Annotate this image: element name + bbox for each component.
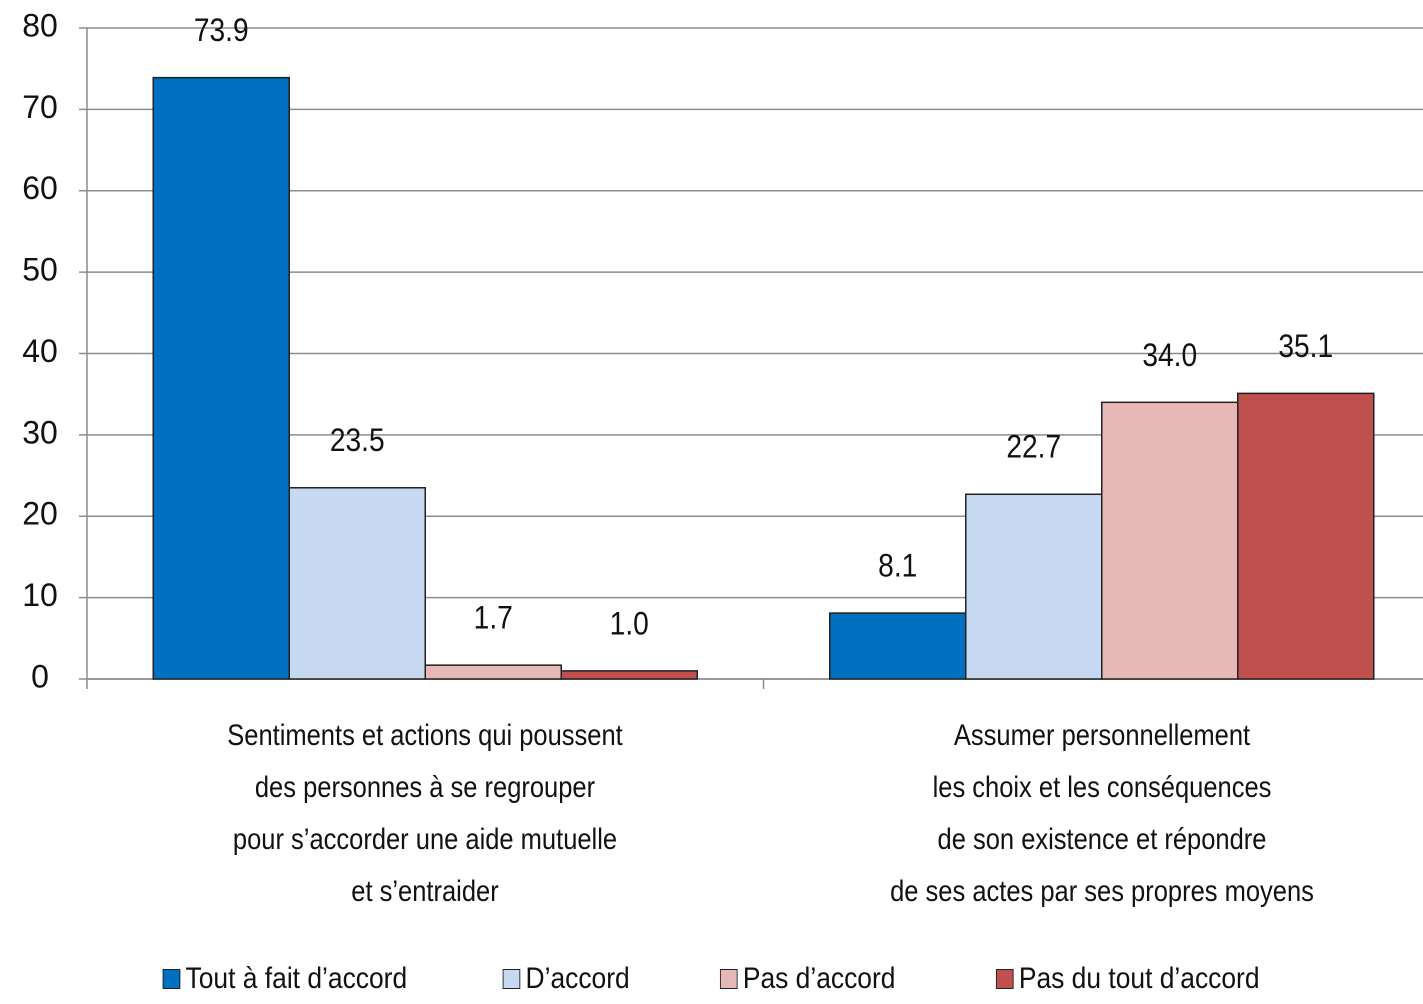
bar [1237, 392, 1375, 680]
value-label: 22.7 [1006, 430, 1061, 465]
value-label: 34.0 [1142, 338, 1197, 373]
legend-swatch [995, 969, 1014, 989]
legend-item: Tout à fait d’accord [162, 962, 408, 996]
y-tick-label: 50 [22, 252, 58, 288]
value-label: 35.1 [1278, 329, 1333, 364]
legend-label: D’accord [525, 962, 630, 995]
x-tick-label: Assumer personnellement les choix et les… [889, 719, 1314, 908]
y-tick-label: 20 [22, 496, 58, 532]
bar [1101, 401, 1239, 680]
legend-swatch [162, 969, 181, 989]
bar [424, 664, 562, 680]
value-label: 73.9 [194, 13, 249, 48]
legend-item: D’accord [502, 962, 629, 996]
y-tick-label: 40 [22, 333, 58, 369]
value-label: 23.5 [330, 424, 385, 459]
legend-swatch [720, 969, 738, 989]
legend-label: Pas d’accord [742, 962, 896, 995]
bar [288, 487, 426, 680]
value-label: 8.1 [878, 549, 917, 584]
bar [560, 670, 698, 680]
y-tick-label: 0 [31, 658, 49, 694]
value-label: 1.7 [474, 601, 513, 636]
y-tick-label: 10 [22, 577, 58, 613]
legend-swatch [502, 969, 520, 989]
legend-item: Pas du tout d’accord [995, 962, 1260, 996]
bar [829, 612, 967, 680]
y-tick-label: 70 [22, 89, 58, 125]
y-tick-label: 30 [22, 414, 58, 450]
bar [965, 493, 1103, 680]
y-tick-label: 60 [22, 170, 58, 206]
x-tick-label: Sentiments et actions qui poussent des p… [227, 719, 623, 908]
legend-label: Tout à fait d’accord [185, 962, 408, 995]
value-label: 1.0 [610, 607, 649, 642]
bar [152, 76, 290, 680]
legend: Tout à fait d’accord D’accord Pas d’accord… [0, 962, 1423, 996]
legend-label: Pas du tout d’accord [1018, 962, 1260, 995]
legend-item: Pas d’accord [720, 962, 896, 996]
y-tick-label: 80 [22, 7, 58, 43]
